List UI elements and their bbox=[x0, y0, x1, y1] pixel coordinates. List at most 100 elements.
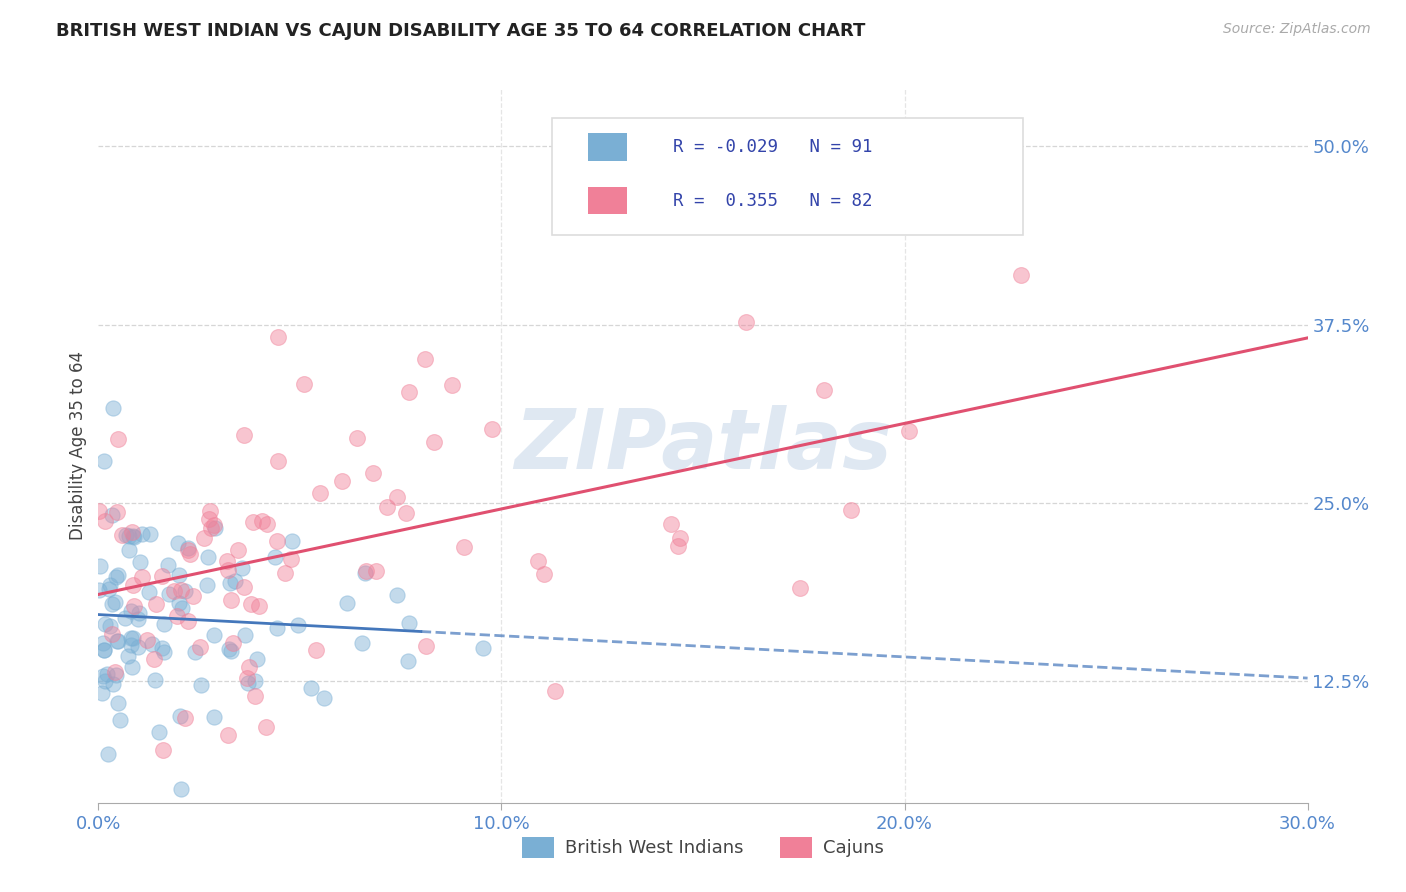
Point bbox=[280, 551, 302, 566]
Point bbox=[354, 564, 377, 578]
Point bbox=[150, 568, 173, 582]
FancyBboxPatch shape bbox=[588, 187, 627, 214]
Point bbox=[145, 597, 167, 611]
Point bbox=[131, 569, 153, 583]
Point bbox=[118, 543, 141, 558]
Point bbox=[108, 714, 131, 728]
Point bbox=[87, 504, 110, 518]
Point bbox=[157, 587, 180, 601]
Point bbox=[169, 708, 191, 723]
Point bbox=[274, 566, 297, 580]
Point bbox=[352, 636, 374, 650]
Point bbox=[167, 535, 190, 549]
Point bbox=[481, 422, 503, 436]
Legend: British West Indians, Cajuns: British West Indians, Cajuns bbox=[515, 830, 891, 865]
Point bbox=[190, 678, 212, 692]
Text: Source: ZipAtlas.com: Source: ZipAtlas.com bbox=[1223, 22, 1371, 37]
FancyBboxPatch shape bbox=[588, 134, 627, 161]
Point bbox=[354, 566, 377, 581]
Point bbox=[127, 640, 149, 655]
Point bbox=[94, 674, 117, 689]
Point bbox=[93, 454, 115, 468]
Point bbox=[245, 690, 267, 704]
Point bbox=[224, 574, 246, 589]
Point bbox=[219, 592, 242, 607]
Point bbox=[177, 541, 200, 555]
Point bbox=[93, 643, 115, 657]
Point bbox=[152, 640, 174, 655]
Point bbox=[238, 676, 260, 690]
Point bbox=[263, 550, 285, 565]
Point bbox=[226, 543, 249, 558]
Point bbox=[195, 577, 218, 591]
Point bbox=[453, 540, 475, 554]
Point bbox=[170, 781, 193, 796]
Point bbox=[336, 596, 359, 610]
Point bbox=[256, 516, 278, 531]
Point bbox=[184, 645, 207, 659]
Point bbox=[218, 642, 240, 657]
Point bbox=[287, 618, 309, 632]
Point bbox=[839, 502, 862, 516]
Point bbox=[242, 515, 264, 529]
Point bbox=[105, 634, 128, 648]
Point bbox=[115, 528, 138, 542]
Point bbox=[153, 645, 176, 659]
Point bbox=[93, 642, 115, 657]
Point bbox=[366, 564, 388, 578]
Point bbox=[413, 352, 436, 367]
Point bbox=[138, 585, 160, 599]
Point bbox=[375, 500, 398, 514]
Point bbox=[135, 632, 157, 647]
Point bbox=[105, 569, 128, 583]
Point bbox=[98, 618, 121, 632]
Point bbox=[120, 638, 142, 652]
Point bbox=[114, 611, 136, 625]
Text: R = -0.029   N = 91: R = -0.029 N = 91 bbox=[672, 138, 872, 156]
Point bbox=[96, 667, 118, 681]
Point bbox=[100, 626, 122, 640]
Point bbox=[177, 614, 200, 628]
Point bbox=[169, 582, 191, 597]
Point bbox=[471, 640, 494, 655]
Point bbox=[309, 486, 332, 500]
Point bbox=[131, 527, 153, 541]
Point bbox=[236, 671, 259, 685]
Point bbox=[218, 575, 240, 590]
Point bbox=[156, 558, 179, 573]
Point bbox=[193, 531, 215, 545]
Text: ZIPatlas: ZIPatlas bbox=[515, 406, 891, 486]
Point bbox=[233, 580, 256, 594]
Point bbox=[238, 659, 260, 673]
Point bbox=[299, 681, 322, 695]
Point bbox=[217, 728, 239, 742]
Point bbox=[250, 514, 273, 528]
Point bbox=[107, 696, 129, 710]
Point bbox=[533, 566, 555, 581]
Point bbox=[398, 384, 420, 399]
Point bbox=[121, 659, 143, 673]
Point bbox=[100, 597, 122, 611]
Point bbox=[169, 596, 191, 610]
Point bbox=[202, 518, 225, 533]
Point bbox=[247, 599, 270, 614]
Point bbox=[107, 567, 129, 582]
Point bbox=[267, 454, 290, 468]
Point bbox=[789, 581, 811, 595]
Point bbox=[188, 640, 211, 654]
Point bbox=[118, 529, 141, 543]
Point bbox=[219, 644, 242, 658]
Point bbox=[304, 643, 326, 657]
Point bbox=[527, 554, 550, 568]
Point bbox=[200, 504, 222, 518]
Point bbox=[395, 506, 418, 520]
Text: R =  0.355   N = 82: R = 0.355 N = 82 bbox=[672, 192, 872, 210]
Point bbox=[172, 600, 194, 615]
Point bbox=[122, 528, 145, 542]
Point bbox=[266, 329, 288, 343]
Point bbox=[668, 539, 690, 553]
Point bbox=[120, 631, 142, 645]
Point bbox=[423, 434, 446, 449]
Point bbox=[179, 548, 201, 562]
Point bbox=[163, 583, 186, 598]
